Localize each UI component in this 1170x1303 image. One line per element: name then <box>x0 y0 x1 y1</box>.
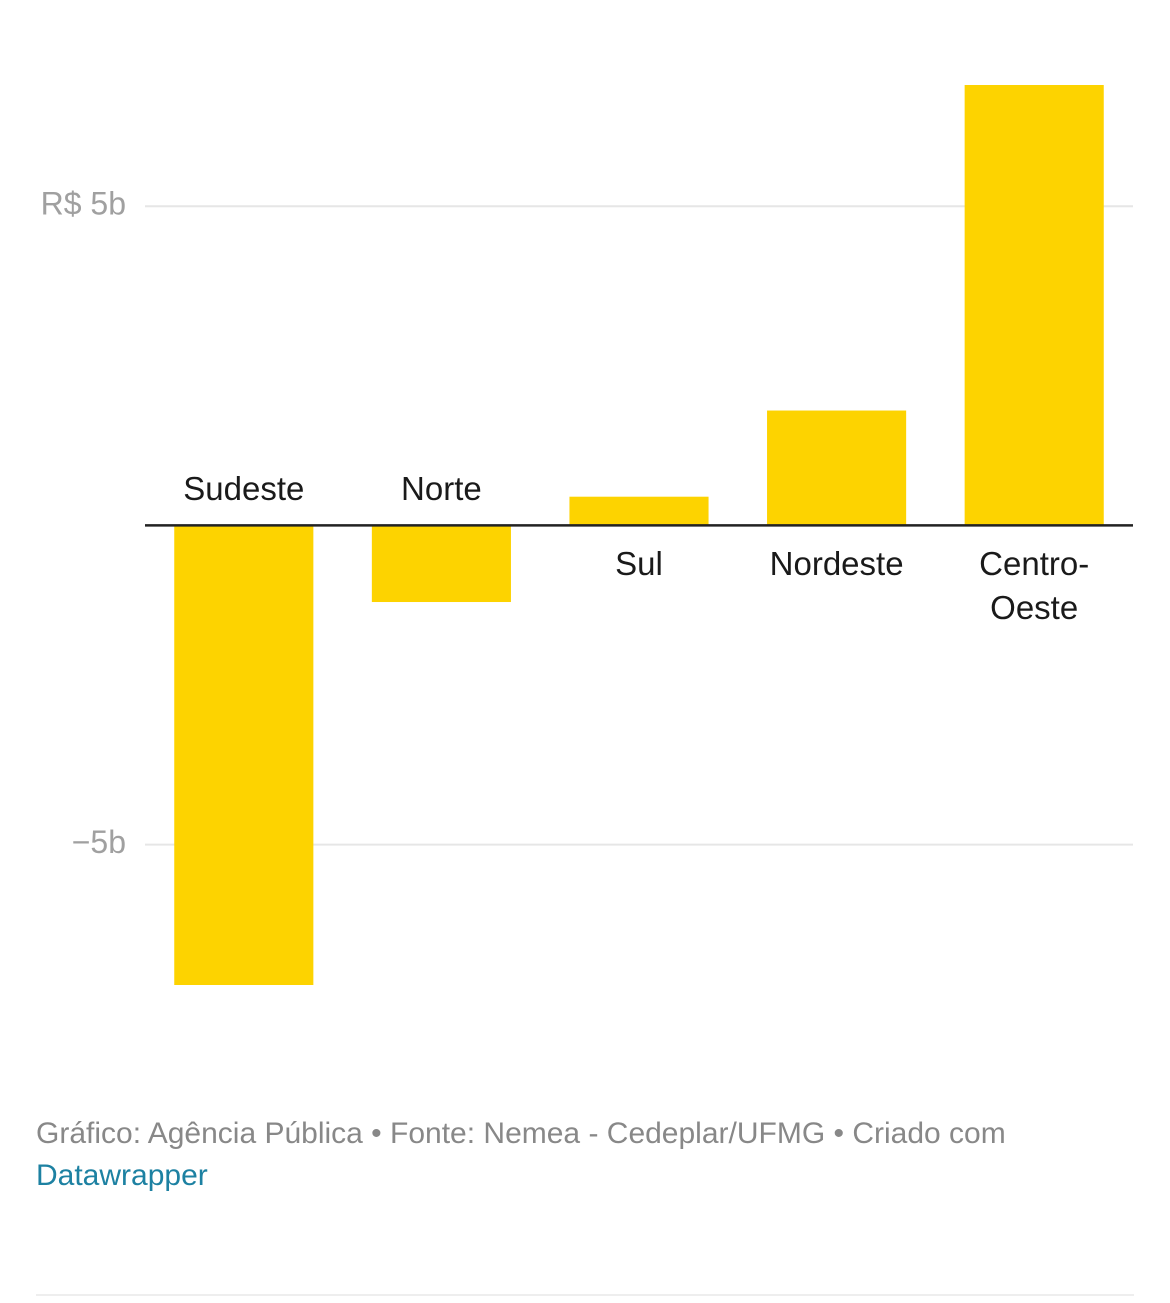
y-tick-label: −5b <box>72 824 126 860</box>
bar <box>767 410 907 526</box>
y-tick-label: R$ 5b <box>41 186 126 222</box>
footer: Gráfico: Agência Pública • Fonte: Nemea … <box>36 1113 1136 1197</box>
x-tick-label: Nordeste <box>769 545 904 583</box>
rule <box>36 1294 1134 1296</box>
chart: −5b R$ 5b <box>41 85 1133 985</box>
x-tick-label: Sudeste <box>183 470 305 508</box>
bar <box>964 85 1104 526</box>
x-tick-label: Sul <box>615 545 663 583</box>
bar <box>174 525 314 985</box>
bar <box>371 525 511 603</box>
bar <box>569 496 709 526</box>
x-tick-label: Centro-Oeste <box>979 545 1090 627</box>
footer-link[interactable]: Datawrapper <box>36 1159 208 1192</box>
x-tick-label: Norte <box>401 470 482 508</box>
footer-text: Gráfico: Agência Pública • Fonte: Nemea … <box>36 1117 1006 1150</box>
